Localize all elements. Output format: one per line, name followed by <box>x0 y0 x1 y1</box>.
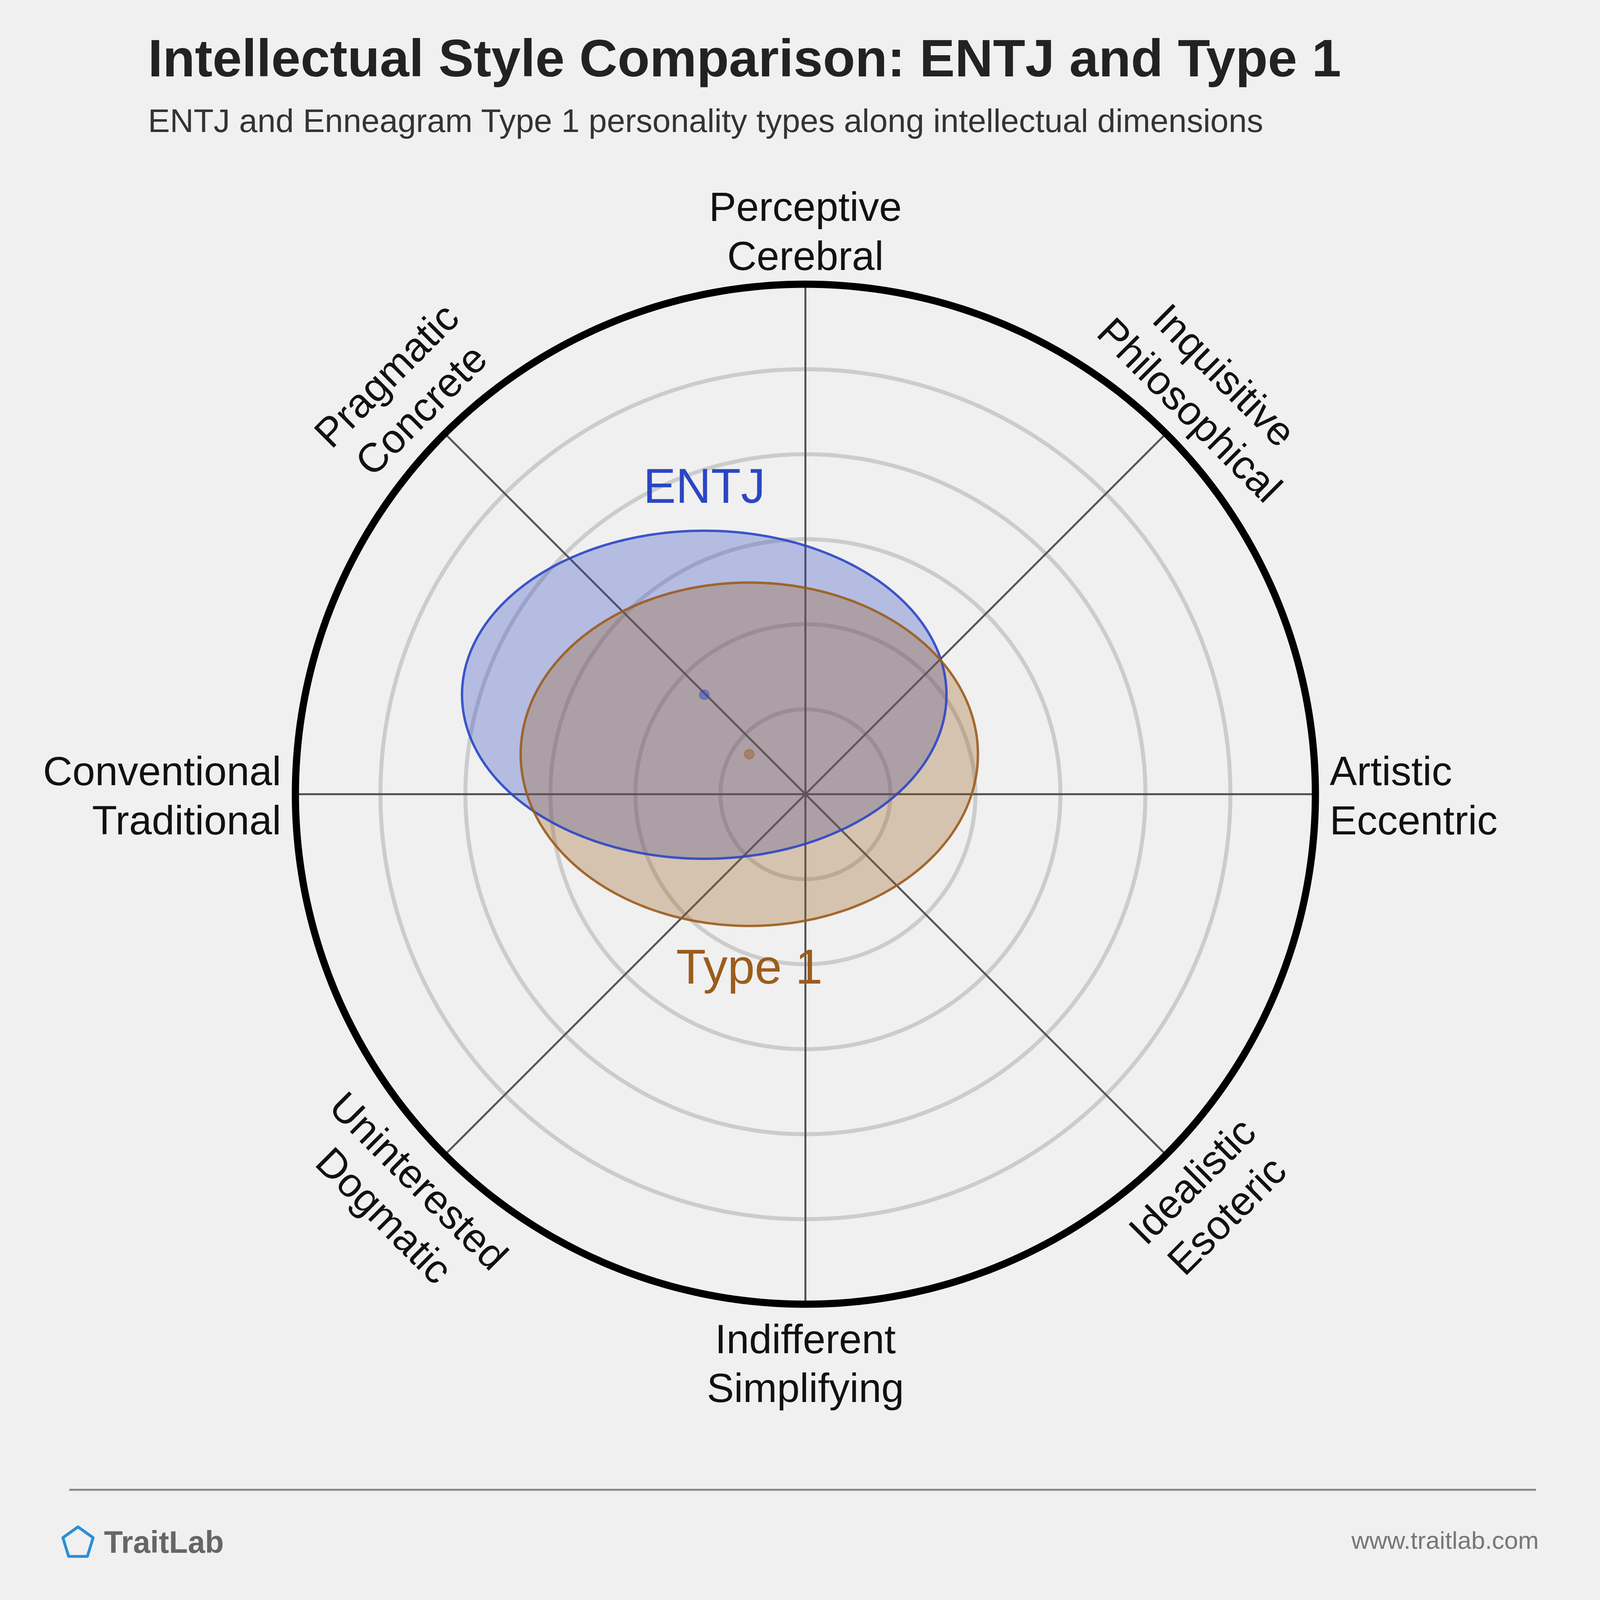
svg-text:ENTJ: ENTJ <box>643 458 766 514</box>
svg-text:PragmaticConcrete: PragmaticConcrete <box>305 294 502 491</box>
svg-text:Type 1: Type 1 <box>676 939 823 994</box>
svg-text:IndifferentSimplifying: IndifferentSimplifying <box>706 1316 904 1411</box>
svg-text:IdealisticEsoteric: IdealisticEsoteric <box>1120 1108 1300 1288</box>
svg-text:ConventionalTraditional: ConventionalTraditional <box>42 748 281 843</box>
html-text:www.traitlab.com: www.traitlab.com <box>1351 1526 1539 1554</box>
html-text:Intellectual Style Comparison:: Intellectual Style Comparison: ENTJ and … <box>148 28 1342 88</box>
svg-text:PerceptiveCerebral: PerceptiveCerebral <box>709 184 902 279</box>
html-text:ENTJ and Enneagram Type 1 pers: ENTJ and Enneagram Type 1 personality ty… <box>148 102 1264 139</box>
svg-text:InquisitivePhilosophical: InquisitivePhilosophical <box>1088 274 1326 511</box>
svg-text:UninterestedDogmatic: UninterestedDogmatic <box>286 1082 517 1314</box>
svg-text:ArtisticEccentric: ArtisticEccentric <box>1329 748 1498 843</box>
html-text:TraitLab: TraitLab <box>104 1524 224 1559</box>
